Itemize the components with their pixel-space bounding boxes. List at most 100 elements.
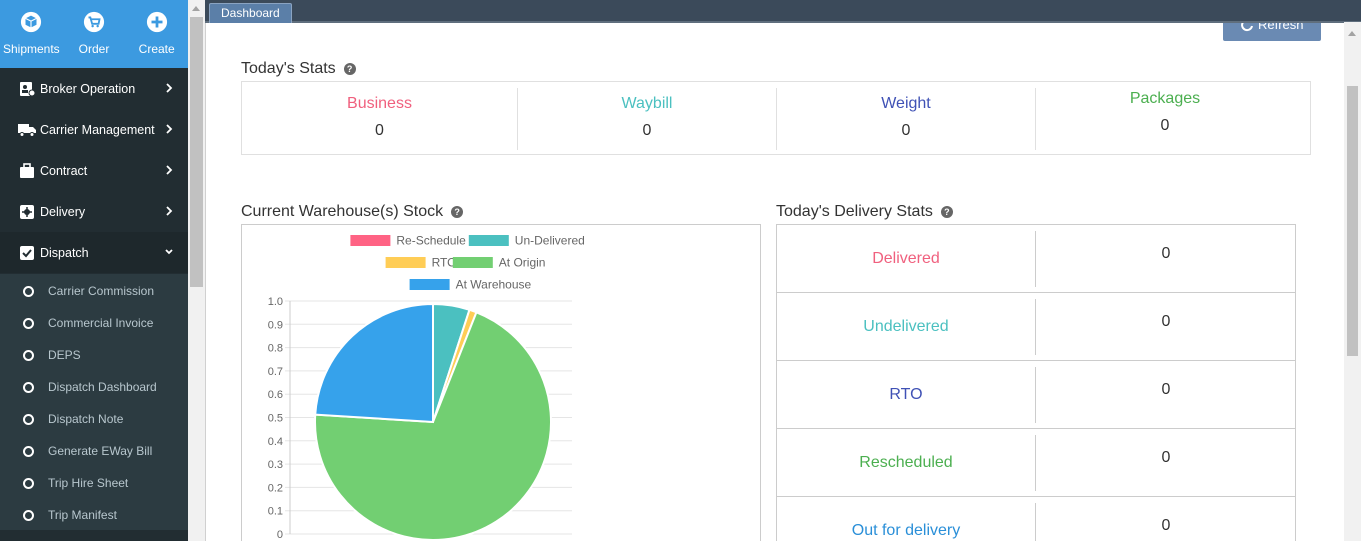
circle-icon xyxy=(23,349,34,361)
submenu-item[interactable]: Generate EWay Bill xyxy=(0,435,188,467)
question-circle-icon[interactable]: ? xyxy=(451,206,464,218)
menu-broker-operation-label: Broker Operation xyxy=(40,81,136,96)
submenu-item[interactable]: Trip Manifest xyxy=(0,499,188,531)
delivery-row-rto: RTO 0 xyxy=(777,361,1295,429)
submenu-item[interactable]: Carrier Commission xyxy=(0,275,188,307)
delivery-stats-table: Delivered 0 Undelivered 0 RTO 0 Reschedu… xyxy=(776,224,1296,541)
content-area xyxy=(205,23,1344,541)
circle-icon xyxy=(23,381,34,393)
divider xyxy=(1035,88,1036,150)
sidebar: Shipments Order Create Broker Operation … xyxy=(0,0,188,541)
scroll-up-arrow-icon[interactable] xyxy=(1348,31,1356,36)
broker-icon xyxy=(18,80,36,98)
refresh-button[interactable]: Refresh xyxy=(1223,23,1321,41)
delivery-name: RTO xyxy=(889,386,923,403)
divider xyxy=(1035,503,1036,541)
submenu-item[interactable]: Commercial Invoice xyxy=(0,307,188,339)
shipments-button[interactable]: Shipments xyxy=(0,0,63,68)
divider xyxy=(776,88,777,150)
warehouse-stock-chart: Re-Schedule Un-Delivered RTO At Origin At Wa… xyxy=(241,224,761,541)
legend-swatch xyxy=(385,257,426,268)
stat-name: Weight xyxy=(881,95,931,112)
submenu-item-label: Dispatch Note xyxy=(48,412,124,426)
circle-icon xyxy=(23,317,34,329)
legend-swatch xyxy=(452,257,493,268)
delivery-value: 0 xyxy=(1161,245,1171,262)
create-label: Create xyxy=(138,42,175,56)
legend-label: At Origin xyxy=(499,256,546,270)
submenu-item-label: Trip Manifest xyxy=(48,508,117,522)
stat-name: Waybill xyxy=(621,95,673,112)
submenu-item-label: Dispatch Dashboard xyxy=(48,380,157,394)
question-circle-icon[interactable]: ? xyxy=(940,206,953,218)
menu-contract-label: Contract xyxy=(40,163,88,178)
tab-dashboard[interactable]: Dashboard xyxy=(209,3,292,23)
scrollbar-thumb[interactable] xyxy=(1347,86,1358,356)
cube-icon xyxy=(21,11,42,33)
menu-contract[interactable]: Contract xyxy=(0,150,188,191)
y-tick-label: 0.5 xyxy=(268,413,283,425)
menu-carrier-management[interactable]: Carrier Management xyxy=(0,109,188,150)
legend-label: RTO xyxy=(432,256,457,270)
submenu-item-label: Carrier Commission xyxy=(48,284,155,298)
delivery-row-rescheduled: Rescheduled 0 xyxy=(777,429,1295,497)
delivery-name: Rescheduled xyxy=(859,454,953,471)
refresh-icon xyxy=(1241,23,1253,31)
delivery-icon xyxy=(18,203,36,221)
menu-delivery-label: Delivery xyxy=(40,204,86,219)
delivery-stats-title-text: Today's Delivery Stats xyxy=(776,203,933,220)
submenu-item[interactable]: Dispatch Dashboard xyxy=(0,371,188,403)
delivery-value: 0 xyxy=(1161,381,1171,398)
submenu-item[interactable]: Dispatch Note xyxy=(0,403,188,435)
page-scrollbar[interactable] xyxy=(1344,22,1361,541)
stat-value: 0 xyxy=(901,122,911,139)
check-square-icon xyxy=(18,244,36,262)
menu-dispatch[interactable]: Dispatch xyxy=(0,232,188,273)
submenu-item[interactable]: Trip Hire Sheet xyxy=(0,467,188,499)
submenu-item[interactable]: DEPS xyxy=(0,339,188,371)
divider xyxy=(1035,435,1036,491)
chevron-right-icon xyxy=(166,206,173,216)
top-nav: Shipments Order Create xyxy=(0,0,188,68)
stat-name: Packages xyxy=(1129,90,1201,107)
delivery-row-undelivered: Undelivered 0 xyxy=(777,293,1295,361)
delivery-value: 0 xyxy=(1161,313,1171,330)
pie-slice xyxy=(314,310,552,541)
divider xyxy=(1035,299,1036,355)
chevron-down-icon xyxy=(165,249,173,255)
scroll-up-arrow-icon[interactable] xyxy=(192,6,200,11)
delivery-value: 0 xyxy=(1161,449,1171,466)
circle-icon xyxy=(23,509,34,521)
menu-dispatch-label: Dispatch xyxy=(40,245,89,260)
stat-name: Business xyxy=(347,95,412,112)
y-tick-label: 1.0 xyxy=(268,296,283,308)
submenu-item-label: Commercial Invoice xyxy=(48,316,154,330)
stat-packages: Packages 0 xyxy=(1036,90,1294,152)
menu-delivery[interactable]: Delivery xyxy=(0,191,188,232)
y-tick-label: 0.4 xyxy=(268,436,283,448)
delivery-name: Delivered xyxy=(872,250,940,267)
stat-weight: Weight 0 xyxy=(777,95,1035,157)
truck-icon xyxy=(18,121,36,139)
warehouse-stock-title: Current Warehouse(s) Stock ? xyxy=(241,203,464,221)
question-circle-icon[interactable]: ? xyxy=(343,63,356,75)
sidebar-scrollbar[interactable] xyxy=(188,0,205,541)
circle-icon xyxy=(23,445,34,457)
create-button[interactable]: Create xyxy=(125,0,188,68)
y-tick-label: 0.2 xyxy=(268,482,283,494)
order-button[interactable]: Order xyxy=(63,0,126,68)
scrollbar-thumb[interactable] xyxy=(190,17,203,287)
todays-stats-panel: Business 0 Waybill 0 Weight 0 Packages 0 xyxy=(241,81,1311,155)
todays-stats-title: Today's Stats ? xyxy=(241,60,356,78)
submenu-item-label: Generate EWay Bill xyxy=(48,444,153,458)
order-label: Order xyxy=(78,42,110,56)
legend-swatch xyxy=(409,279,450,290)
y-tick-label: 0.9 xyxy=(268,319,283,331)
delivery-value: 0 xyxy=(1161,517,1171,534)
circle-icon xyxy=(23,477,34,489)
y-tick-label: 0.3 xyxy=(268,459,283,471)
divider xyxy=(1035,231,1036,287)
menu-broker-operation[interactable]: Broker Operation xyxy=(0,68,188,109)
todays-stats-title-text: Today's Stats xyxy=(241,60,336,77)
delivery-row-delivered: Delivered 0 xyxy=(777,225,1295,293)
